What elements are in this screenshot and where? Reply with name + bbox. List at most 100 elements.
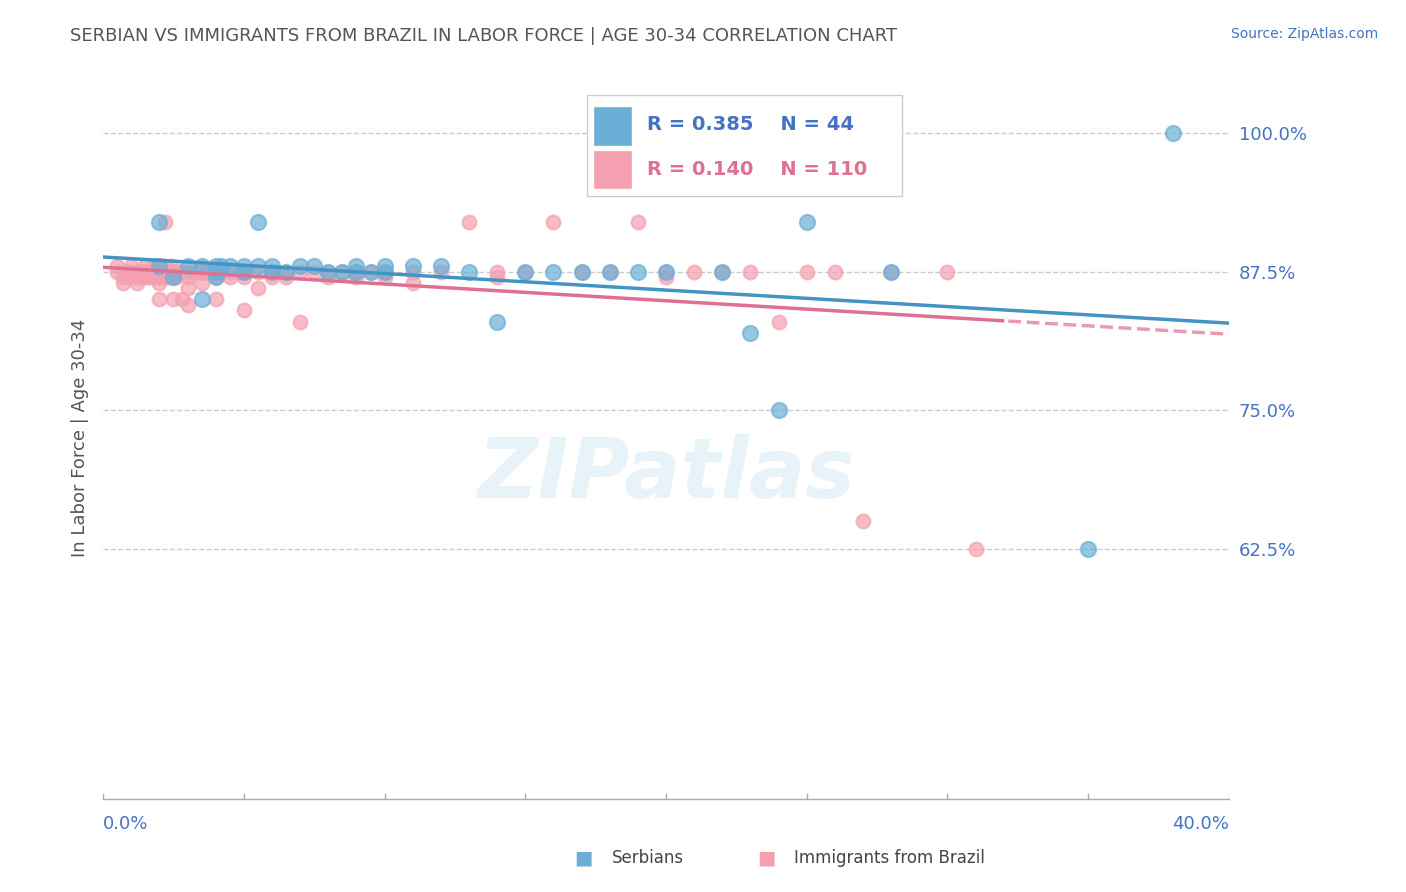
Point	[246, 281, 269, 295]
Point	[131, 264, 153, 278]
Point	[134, 270, 156, 285]
Point	[176, 259, 198, 273]
Point	[486, 314, 509, 328]
Point	[246, 259, 269, 273]
Point	[148, 214, 170, 228]
Point	[162, 270, 184, 285]
Point	[515, 264, 537, 278]
Point	[543, 264, 565, 278]
Point	[346, 270, 368, 285]
Point	[655, 270, 678, 285]
Point	[796, 264, 818, 278]
Point	[402, 259, 425, 273]
Point	[165, 264, 187, 278]
Point	[218, 264, 240, 278]
Text: 0.0%: 0.0%	[103, 815, 149, 833]
Point	[120, 259, 142, 273]
Point	[195, 264, 218, 278]
Point	[139, 264, 162, 278]
Point	[232, 264, 254, 278]
Text: Immigrants from Brazil: Immigrants from Brazil	[794, 849, 986, 867]
Point	[796, 214, 818, 228]
Point	[142, 259, 165, 273]
Point	[936, 264, 959, 278]
Point	[543, 214, 565, 228]
Point	[1161, 126, 1184, 140]
Text: Source: ZipAtlas.com: Source: ZipAtlas.com	[1230, 27, 1378, 41]
Point	[288, 314, 311, 328]
Point	[204, 270, 226, 285]
Text: 40.0%: 40.0%	[1173, 815, 1229, 833]
Text: Serbians: Serbians	[612, 849, 683, 867]
Point	[880, 264, 903, 278]
Point	[346, 264, 368, 278]
Point	[148, 276, 170, 290]
Point	[246, 214, 269, 228]
Point	[167, 264, 190, 278]
Point	[599, 264, 621, 278]
Point	[176, 270, 198, 285]
Point	[571, 264, 593, 278]
Point	[128, 270, 150, 285]
Point	[187, 264, 209, 278]
Point	[148, 259, 170, 273]
Point	[209, 259, 232, 273]
Point	[374, 264, 396, 278]
Point	[260, 270, 283, 285]
Point	[148, 270, 170, 285]
Point	[142, 270, 165, 285]
Point	[711, 264, 734, 278]
Point	[165, 270, 187, 285]
Point	[965, 541, 987, 556]
Point	[218, 259, 240, 273]
Text: R = 0.140    N = 110: R = 0.140 N = 110	[647, 161, 868, 179]
Point	[346, 259, 368, 273]
Point	[824, 264, 846, 278]
Point	[162, 264, 184, 278]
Point	[120, 264, 142, 278]
Point	[111, 276, 134, 290]
Point	[218, 270, 240, 285]
Point	[170, 293, 193, 307]
Point	[274, 264, 297, 278]
Text: ZIPatlas: ZIPatlas	[477, 434, 855, 515]
Point	[486, 264, 509, 278]
Point	[232, 264, 254, 278]
Point	[204, 293, 226, 307]
FancyBboxPatch shape	[593, 106, 633, 146]
Point	[204, 264, 226, 278]
Point	[176, 298, 198, 312]
Point	[193, 264, 215, 278]
Point	[162, 293, 184, 307]
Point	[117, 264, 139, 278]
Point	[190, 276, 212, 290]
Point	[153, 214, 176, 228]
Point	[136, 264, 159, 278]
Point	[260, 264, 283, 278]
Point	[330, 264, 353, 278]
Point	[159, 264, 181, 278]
Point	[246, 264, 269, 278]
Point	[139, 270, 162, 285]
Point	[768, 314, 790, 328]
FancyBboxPatch shape	[593, 150, 633, 189]
Point	[153, 270, 176, 285]
Point	[655, 264, 678, 278]
Point	[711, 264, 734, 278]
Point	[181, 264, 204, 278]
Point	[136, 270, 159, 285]
Point	[274, 264, 297, 278]
Text: ■: ■	[756, 848, 776, 867]
Point	[156, 270, 179, 285]
Point	[302, 264, 325, 278]
Point	[458, 264, 481, 278]
Point	[190, 293, 212, 307]
Point	[125, 270, 148, 285]
Point	[599, 264, 621, 278]
Point	[374, 270, 396, 285]
Point	[430, 264, 453, 278]
Point	[346, 264, 368, 278]
Point	[148, 259, 170, 273]
Point	[105, 264, 128, 278]
Point	[125, 264, 148, 278]
